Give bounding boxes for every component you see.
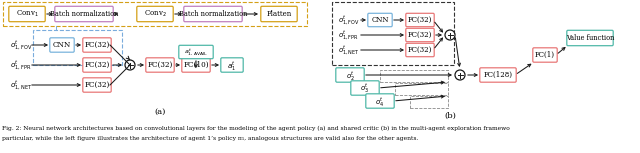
Text: CNN: CNN bbox=[371, 16, 388, 24]
FancyBboxPatch shape bbox=[567, 30, 613, 46]
FancyBboxPatch shape bbox=[406, 28, 434, 42]
Text: $o^t_{1,\mathrm{FPR}}$: $o^t_{1,\mathrm{FPR}}$ bbox=[338, 29, 359, 41]
Text: $o^t_3$: $o^t_3$ bbox=[360, 82, 369, 95]
FancyBboxPatch shape bbox=[146, 58, 174, 72]
Text: (b): (b) bbox=[444, 112, 456, 120]
Text: particular, while the left figure illustrates the architecture of agent 1’s poli: particular, while the left figure illust… bbox=[2, 136, 419, 141]
Text: Conv$_2$: Conv$_2$ bbox=[143, 9, 166, 19]
Text: $o^t_4$: $o^t_4$ bbox=[376, 95, 385, 108]
Circle shape bbox=[445, 30, 455, 40]
Text: Batch normalization: Batch normalization bbox=[179, 10, 247, 18]
FancyBboxPatch shape bbox=[221, 58, 243, 72]
Bar bbox=[395, 83, 448, 95]
FancyBboxPatch shape bbox=[55, 6, 113, 22]
FancyBboxPatch shape bbox=[83, 78, 111, 92]
FancyBboxPatch shape bbox=[179, 45, 213, 59]
Circle shape bbox=[125, 60, 135, 70]
Text: CNN: CNN bbox=[53, 41, 71, 49]
Text: Fig. 2: Neural network architectures based on convolutional layers for the model: Fig. 2: Neural network architectures bas… bbox=[2, 126, 509, 131]
Text: FC(32): FC(32) bbox=[84, 61, 109, 69]
Text: Flatten: Flatten bbox=[266, 10, 292, 18]
FancyBboxPatch shape bbox=[366, 94, 394, 108]
FancyBboxPatch shape bbox=[83, 38, 111, 52]
FancyBboxPatch shape bbox=[261, 6, 297, 22]
FancyBboxPatch shape bbox=[336, 68, 364, 82]
FancyBboxPatch shape bbox=[532, 48, 557, 62]
Text: $a^t_{1,\mathrm{AVAIL}}$: $a^t_{1,\mathrm{AVAIL}}$ bbox=[184, 47, 208, 57]
Text: FC(10): FC(10) bbox=[183, 61, 209, 69]
Text: $o^t_{1,\mathrm{NET}}$: $o^t_{1,\mathrm{NET}}$ bbox=[338, 44, 360, 56]
Text: (a): (a) bbox=[154, 108, 166, 116]
FancyBboxPatch shape bbox=[182, 58, 210, 72]
Bar bbox=[33, 30, 122, 65]
FancyBboxPatch shape bbox=[137, 6, 173, 22]
Text: FC(32): FC(32) bbox=[408, 16, 432, 24]
Text: $a^t_1$: $a^t_1$ bbox=[227, 58, 237, 71]
Text: Conv$_1$: Conv$_1$ bbox=[15, 9, 38, 19]
Text: $o^t_{1,\mathrm{FOV}}$: $o^t_{1,\mathrm{FOV}}$ bbox=[10, 39, 33, 51]
Text: FC(32): FC(32) bbox=[84, 41, 109, 49]
Text: FC(32): FC(32) bbox=[408, 31, 432, 39]
Text: FC(32): FC(32) bbox=[408, 46, 432, 54]
Text: Value function: Value function bbox=[566, 34, 614, 42]
Text: $o^t_{1,\mathrm{FOV}}$: $o^t_{1,\mathrm{FOV}}$ bbox=[338, 14, 360, 26]
Circle shape bbox=[455, 70, 465, 80]
Text: $o^t_2$: $o^t_2$ bbox=[346, 69, 355, 82]
FancyBboxPatch shape bbox=[351, 81, 379, 95]
Text: Batch normalization: Batch normalization bbox=[50, 10, 118, 18]
Bar bbox=[3, 2, 307, 26]
FancyBboxPatch shape bbox=[368, 13, 392, 27]
Bar bbox=[332, 2, 454, 65]
Bar bbox=[410, 96, 448, 108]
Text: $o^t_{1,\mathrm{NET}}$: $o^t_{1,\mathrm{NET}}$ bbox=[10, 79, 32, 91]
Text: $o^t_{1,\mathrm{FPR}}$: $o^t_{1,\mathrm{FPR}}$ bbox=[10, 59, 31, 71]
FancyBboxPatch shape bbox=[9, 6, 45, 22]
Text: FC(1): FC(1) bbox=[535, 51, 555, 59]
FancyBboxPatch shape bbox=[480, 68, 516, 82]
FancyBboxPatch shape bbox=[50, 38, 74, 52]
Bar bbox=[380, 70, 448, 82]
FancyBboxPatch shape bbox=[184, 6, 242, 22]
FancyBboxPatch shape bbox=[83, 58, 111, 72]
FancyBboxPatch shape bbox=[406, 13, 434, 27]
Text: FC(32): FC(32) bbox=[147, 61, 173, 69]
Text: FC(128): FC(128) bbox=[483, 71, 513, 79]
Text: FC(32): FC(32) bbox=[84, 81, 109, 89]
FancyBboxPatch shape bbox=[406, 43, 434, 57]
